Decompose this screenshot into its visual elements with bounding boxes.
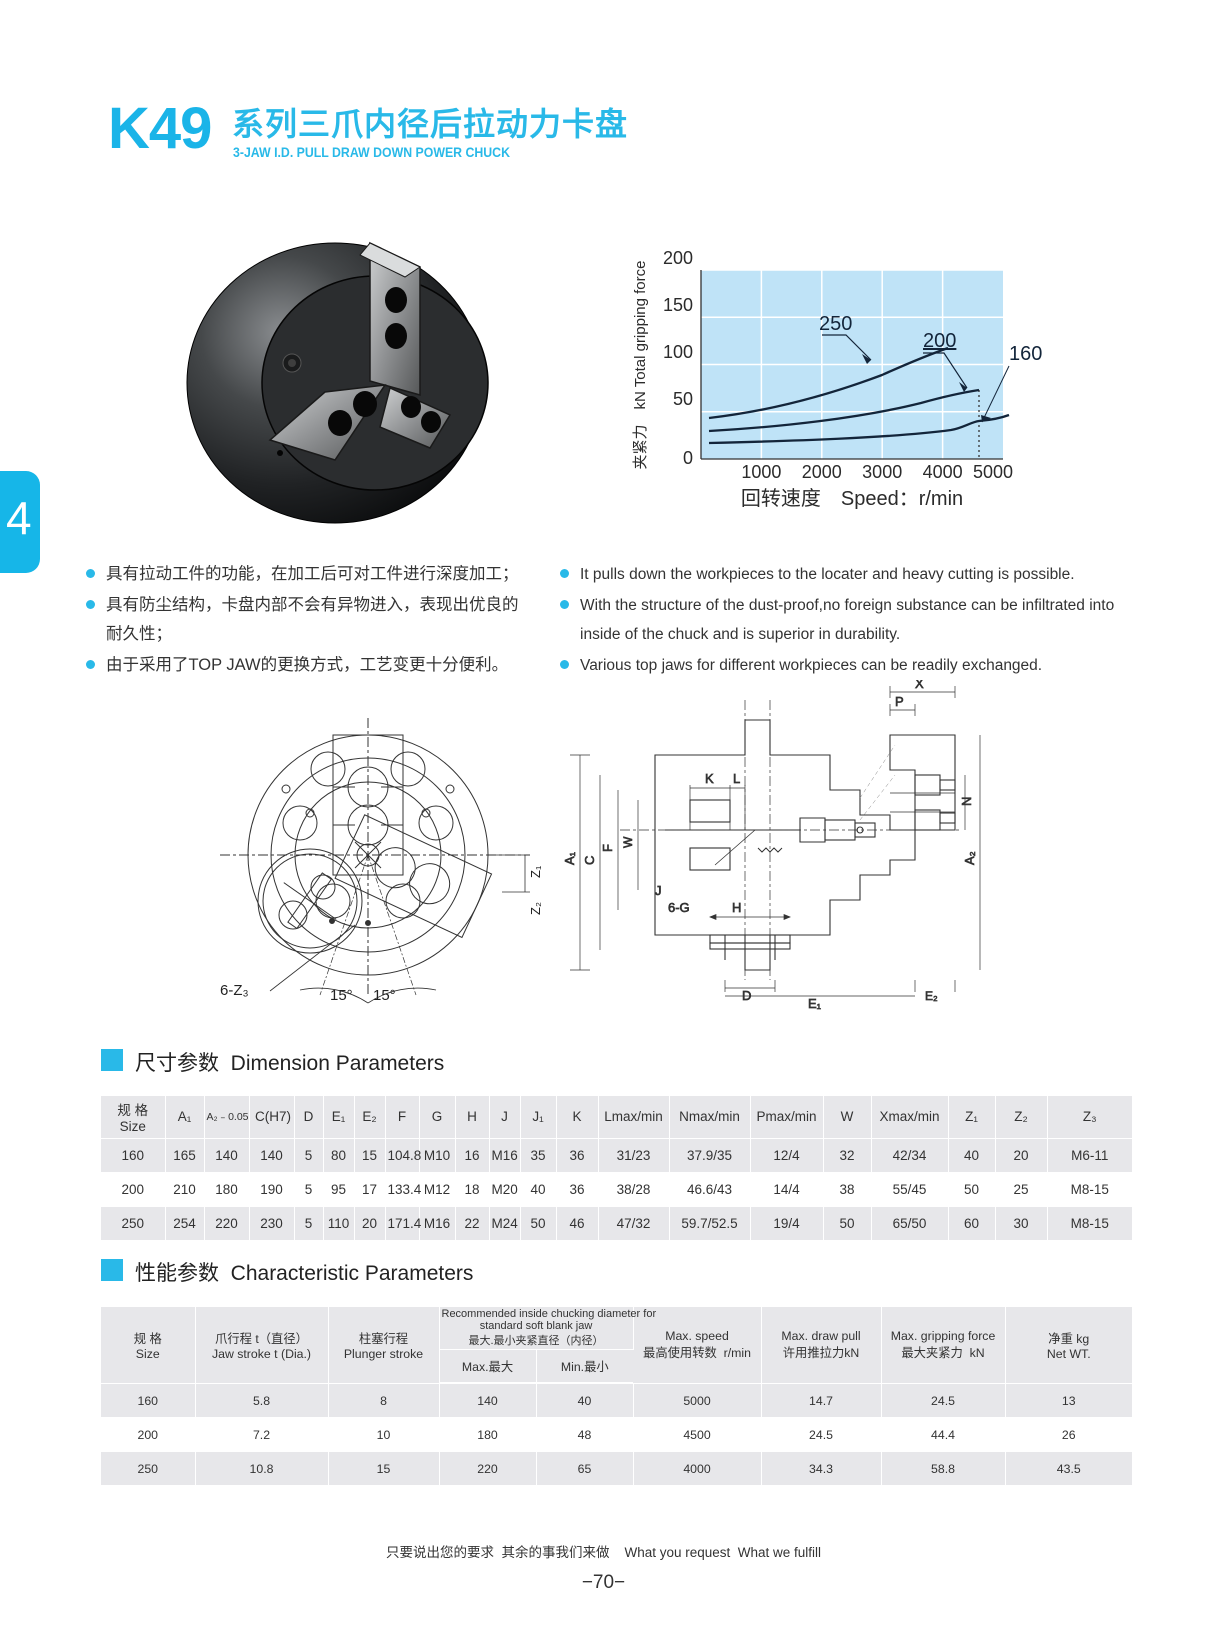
svg-text:0: 0 (683, 448, 693, 468)
svg-text:6-G: 6-G (668, 900, 690, 915)
svg-text:C: C (582, 856, 597, 865)
svg-text:15°: 15° (330, 987, 353, 1004)
svg-text:200: 200 (923, 330, 956, 352)
svg-text:150: 150 (663, 295, 693, 315)
svg-text:6-Z₃: 6-Z₃ (220, 982, 249, 999)
svg-text:X: X (915, 680, 924, 691)
svg-text:50: 50 (673, 389, 693, 409)
svg-text:4000: 4000 (923, 462, 963, 482)
svg-text:P: P (895, 694, 904, 709)
svg-text:回转速度 Speed：r/min: 回转速度 Speed：r/min (741, 487, 963, 510)
svg-text:A₂: A₂ (962, 851, 977, 865)
svg-text:3000: 3000 (862, 462, 902, 482)
svg-text:200: 200 (663, 250, 693, 268)
svg-text:N: N (959, 797, 974, 806)
svg-text:K: K (705, 771, 714, 786)
svg-text:J: J (655, 883, 662, 898)
svg-text:H: H (732, 900, 741, 915)
svg-text:夹紧力 kN Total gripping force: 夹紧力 kN Total gripping force (632, 261, 649, 470)
svg-text:Z₁: Z₁ (528, 865, 543, 878)
svg-text:15°: 15° (373, 987, 396, 1004)
svg-text:D: D (742, 988, 751, 1003)
svg-text:2000: 2000 (802, 462, 842, 482)
svg-text:L: L (733, 771, 740, 786)
svg-text:100: 100 (663, 342, 693, 362)
svg-text:W: W (621, 836, 635, 848)
svg-text:E₂: E₂ (925, 989, 938, 1003)
svg-text:160: 160 (1009, 343, 1042, 365)
svg-text:1000: 1000 (741, 462, 781, 482)
svg-text:250: 250 (819, 313, 852, 335)
svg-text:F: F (600, 844, 615, 852)
svg-text:E₁: E₁ (808, 996, 822, 1010)
svg-text:5000: 5000 (973, 462, 1013, 482)
svg-text:Z₂: Z₂ (528, 902, 543, 915)
svg-text:A₁: A₁ (562, 851, 577, 865)
